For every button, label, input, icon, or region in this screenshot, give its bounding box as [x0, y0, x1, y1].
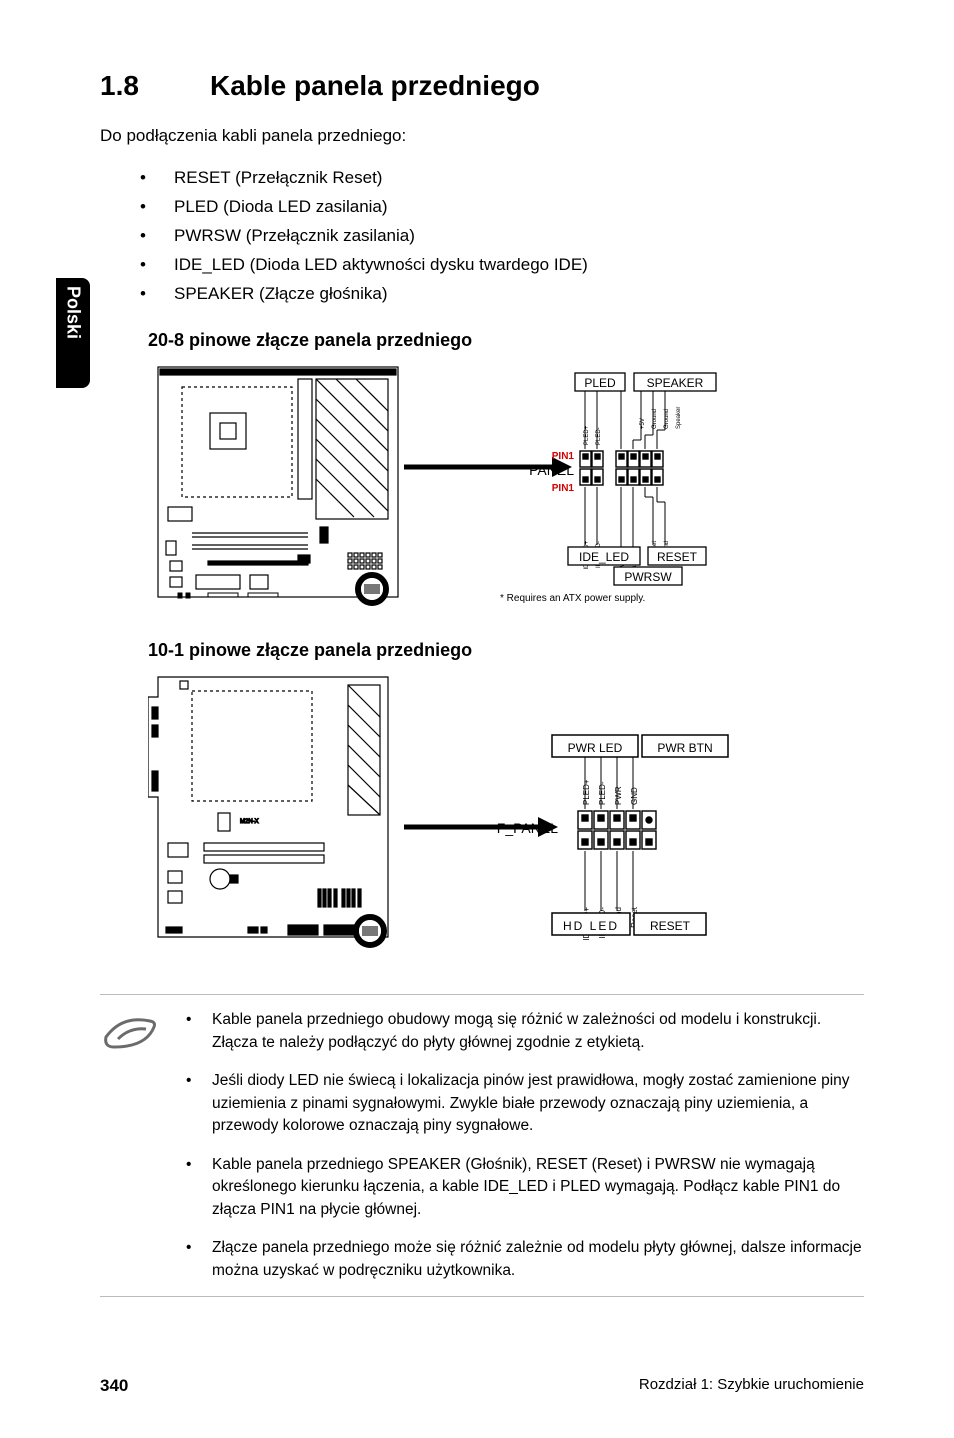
diagram1-svg: PANEL PIN1 PIN1 PLED SPEAKER PLED+ PLED- [148, 357, 848, 617]
pled-box: PLED [584, 376, 616, 390]
diagram1-heading: 20-8 pinowe złącze panela przedniego [148, 330, 864, 351]
svg-text:Ground: Ground [652, 409, 658, 429]
list-item: PLED (Dioda LED zasilania) [140, 193, 864, 222]
diagram2-svg: M2N-X [148, 667, 848, 957]
intro-text: Do podłączenia kabli panela przedniego: [100, 126, 864, 146]
diagram2-heading: 10-1 pinowe złącze panela przedniego [148, 640, 864, 661]
svg-text:Speaker: Speaker [676, 407, 682, 429]
notes-block: Kable panela przedniego obudowy mogą się… [100, 994, 864, 1297]
pin1-bot: PIN1 [552, 483, 575, 494]
page-footer: 340 Rozdział 1: Szybkie uruchomienie [100, 1376, 864, 1396]
svg-text:PLED-: PLED- [598, 782, 607, 806]
svg-text:+5V: +5V [640, 419, 646, 430]
chapter-label: Rozdział 1: Szybkie uruchomienie [639, 1376, 864, 1396]
list-item: RESET (Przełącznik Reset) [140, 164, 864, 193]
fpanel-label: F_PANEL [497, 820, 558, 836]
reset-box: RESET [657, 550, 698, 564]
note-icon [100, 1009, 160, 1282]
page: Polski 1.8Kable panela przedniego Do pod… [0, 0, 954, 1438]
svg-text:PWR: PWR [614, 787, 623, 806]
svg-text:GND: GND [630, 787, 639, 805]
svg-text:PLED-: PLED- [596, 428, 602, 446]
notes-list: Kable panela przedniego obudowy mogą się… [186, 1009, 864, 1282]
svg-text:PLED+: PLED+ [582, 780, 591, 806]
note-item: Kable panela przedniego SPEAKER (Głośnik… [186, 1154, 864, 1221]
note-item: Jeśli diody LED nie świecą i lokalizacja… [186, 1070, 864, 1137]
svg-text:Ground: Ground [664, 409, 670, 429]
pwr-led-box: PWR LED [568, 741, 623, 755]
section-heading: 1.8Kable panela przedniego [100, 70, 864, 102]
language-side-tab: Polski [56, 278, 90, 388]
note-item: Kable panela przedniego obudowy mogą się… [186, 1009, 864, 1054]
list-item: SPEAKER (Złącze głośnika) [140, 280, 864, 309]
panel-label: PANEL [529, 462, 574, 478]
section-title-text: Kable panela przedniego [210, 70, 540, 101]
pin1-top: PIN1 [552, 451, 575, 462]
svg-text:PLED+: PLED+ [584, 426, 590, 446]
ide-led-box: IDE_LED [579, 550, 629, 564]
list-item: IDE_LED (Dioda LED aktywności dysku twar… [140, 251, 864, 280]
diagram1-footnote: * Requires an ATX power supply. [500, 593, 645, 604]
hd-led-box: HD LED [563, 919, 619, 933]
pwr-btn-box: PWR BTN [657, 741, 712, 755]
note-item: Złącze panela przedniego może się różnić… [186, 1237, 864, 1282]
connector-list: RESET (Przełącznik Reset) PLED (Dioda LE… [140, 164, 864, 308]
pwrsw-box: PWRSW [624, 570, 672, 584]
speaker-box: SPEAKER [647, 376, 704, 390]
section-number: 1.8 [100, 70, 210, 102]
diagram2: M2N-X [148, 667, 864, 962]
diagram1: PANEL PIN1 PIN1 PLED SPEAKER PLED+ PLED- [148, 357, 864, 622]
page-number: 340 [100, 1376, 128, 1396]
reset-box2: RESET [650, 919, 691, 933]
list-item: PWRSW (Przełącznik zasilania) [140, 222, 864, 251]
svg-text:M2N-X: M2N-X [240, 819, 259, 825]
